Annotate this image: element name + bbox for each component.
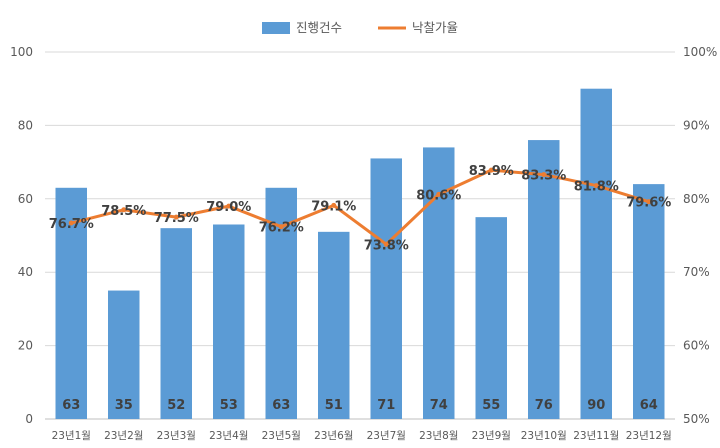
bar-value-label: 90	[587, 398, 605, 413]
bar-value-label: 53	[220, 398, 238, 413]
x-tick-label: 23년1월	[52, 430, 91, 442]
x-tick-label: 23년9월	[472, 430, 511, 442]
y-left-tick-label: 0	[25, 412, 33, 426]
legend-label-line: 낙찰가율	[412, 20, 458, 35]
bar	[580, 88, 612, 419]
y-right-tick-label: 50%	[683, 412, 710, 426]
bar-value-label: 55	[482, 398, 500, 413]
bar	[108, 290, 140, 419]
legend-swatch-bar	[262, 22, 290, 34]
bar	[633, 184, 665, 419]
line-path	[69, 168, 651, 246]
line-value-label: 76.7%	[49, 217, 94, 232]
bar-value-label: 63	[272, 398, 290, 413]
bar-value-label: 71	[377, 398, 395, 413]
line-value-label: 73.8%	[364, 238, 409, 253]
y-right-tick-label: 80%	[683, 192, 710, 206]
y-right-tick-label: 90%	[683, 118, 710, 132]
line-point	[593, 183, 599, 189]
bar-value-label: 64	[640, 398, 658, 413]
x-tick-label: 23년4월	[209, 430, 248, 442]
x-tick-label: 23년6월	[314, 430, 353, 442]
bar	[160, 228, 192, 419]
line-value-label: 79.1%	[311, 199, 356, 214]
bar	[55, 187, 87, 419]
bar	[213, 224, 245, 419]
line-point	[121, 207, 127, 213]
bar-value-label: 52	[167, 398, 185, 413]
y-left-tick-label: 80	[18, 118, 33, 132]
line-value-label: 78.5%	[101, 204, 146, 219]
line-value-label: 80.6%	[416, 188, 461, 203]
y-left-tick-label: 100	[10, 45, 33, 59]
line-point	[541, 172, 547, 178]
line-value-label: 83.3%	[521, 169, 566, 184]
axes: 0 20 40 60 80 100 50% 60% 70% 80% 90% 100% 23년1월 23년2…	[10, 45, 717, 442]
line-point	[488, 167, 494, 173]
x-tick-label: 23년3월	[157, 430, 196, 442]
line-value-label: 79.6%	[626, 196, 671, 211]
legend: 진행건수 낙찰가율	[262, 20, 458, 35]
bar-value-label: 76	[535, 398, 553, 413]
bar-value-label: 74	[430, 398, 448, 413]
line-point	[646, 199, 652, 205]
y-left-tick-label: 60	[18, 192, 33, 206]
line-point	[226, 203, 232, 209]
bar	[475, 217, 507, 419]
y-left-tick-label: 40	[18, 265, 33, 279]
x-tick-label: 23년7월	[367, 430, 406, 442]
line-point	[278, 224, 284, 230]
bar-value-label: 51	[325, 398, 343, 413]
line-point	[331, 202, 337, 208]
line-point	[383, 241, 389, 247]
x-tick-label: 23년5월	[262, 430, 301, 442]
line-value-label: 79.0%	[206, 200, 251, 215]
x-tick-label: 23년10월	[521, 430, 567, 442]
gridlines	[45, 51, 675, 420]
bar-series: 63 35 52 53 63 51 71 74 55 76 90 64	[55, 88, 665, 420]
line-value-label: 81.8%	[574, 180, 619, 195]
line-point	[436, 191, 442, 197]
line-point	[173, 214, 179, 220]
bar	[318, 231, 350, 419]
line-value-label: 83.9%	[469, 164, 514, 179]
x-tick-label: 23년8월	[419, 430, 458, 442]
y-left-tick-label: 20	[18, 339, 33, 353]
legend-label-bar: 진행건수	[296, 20, 342, 35]
bar	[528, 140, 560, 419]
bar-value-label: 63	[62, 398, 80, 413]
bar	[370, 158, 402, 419]
line-series: 76.7% 78.5% 77.5% 79.0% 76.2% 79.1% 73.8% 80.6%…	[49, 164, 672, 253]
line-value-label: 77.5%	[154, 211, 199, 226]
x-tick-label: 23년2월	[104, 430, 143, 442]
line-value-label: 76.2%	[259, 221, 304, 236]
x-tick-label: 23년12월	[626, 430, 672, 442]
y-right-tick-label: 100%	[683, 45, 717, 59]
y-right-tick-label: 60%	[683, 339, 710, 353]
y-right-tick-label: 70%	[683, 265, 710, 279]
line-point	[68, 220, 74, 226]
bar-value-label: 35	[115, 398, 133, 413]
x-tick-label: 23년11월	[573, 430, 619, 442]
